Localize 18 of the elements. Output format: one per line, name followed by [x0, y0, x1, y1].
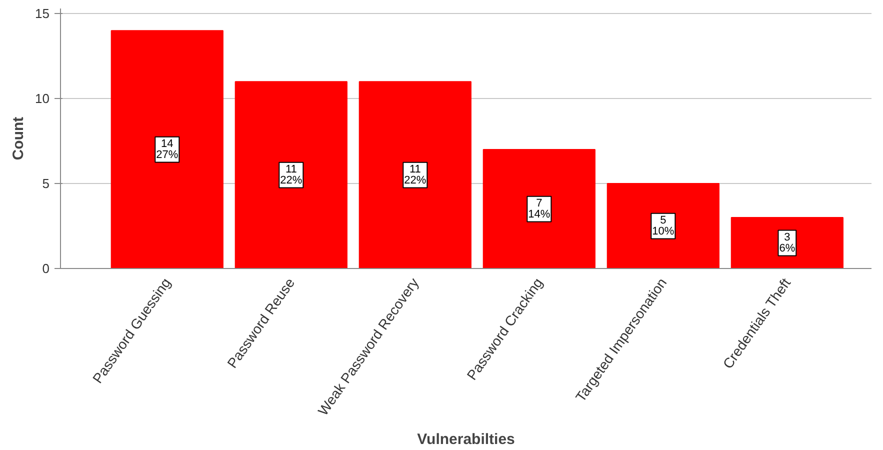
data-label: 11 22%: [404, 163, 426, 187]
data-label: 14 27%: [156, 138, 178, 162]
bar: [730, 217, 844, 268]
y-tick-label: 0: [42, 261, 50, 276]
data-label: 5 10%: [652, 214, 674, 238]
bar: [358, 81, 472, 268]
y-tick-label: 15: [35, 6, 50, 22]
bar: [110, 30, 224, 268]
y-tick-label: 5: [42, 176, 50, 192]
y-tick-label: 10: [35, 91, 50, 106]
bar: [482, 149, 596, 268]
data-label: 11 22%: [280, 163, 302, 187]
bar: [606, 183, 720, 268]
x-axis-title: Vulnerabilties: [417, 430, 515, 448]
bar: [234, 81, 348, 268]
y-axis-title: Count: [10, 116, 28, 160]
data-label: 7 14%: [528, 197, 550, 221]
data-label: 3 6%: [779, 231, 796, 255]
